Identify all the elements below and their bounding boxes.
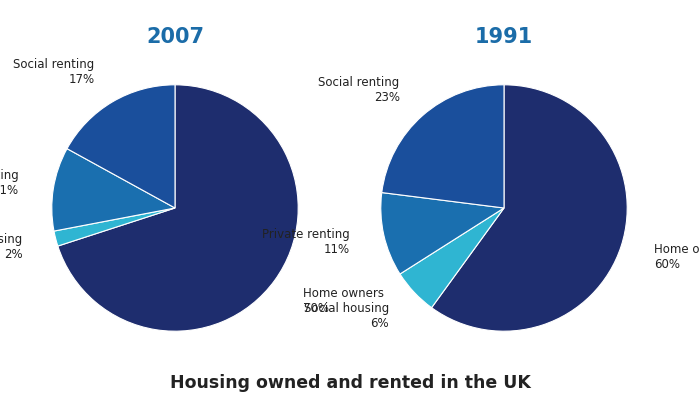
- Wedge shape: [67, 85, 175, 208]
- Wedge shape: [381, 192, 504, 274]
- Title: 1991: 1991: [475, 27, 533, 47]
- Text: Housing owned and rented in the UK: Housing owned and rented in the UK: [169, 374, 531, 392]
- Title: 2007: 2007: [146, 27, 204, 47]
- Text: Social renting
17%: Social renting 17%: [13, 58, 94, 86]
- Wedge shape: [432, 85, 627, 331]
- Text: Social renting
23%: Social renting 23%: [318, 76, 400, 104]
- Wedge shape: [52, 149, 175, 231]
- Wedge shape: [400, 208, 504, 308]
- Wedge shape: [58, 85, 298, 331]
- Wedge shape: [54, 208, 175, 246]
- Text: Home owners
70%: Home owners 70%: [302, 287, 384, 315]
- Text: Social housing
2%: Social housing 2%: [0, 233, 22, 261]
- Text: Private renting
11%: Private renting 11%: [0, 169, 19, 197]
- Text: Private renting
11%: Private renting 11%: [262, 228, 350, 256]
- Text: Social housing
6%: Social housing 6%: [304, 302, 389, 330]
- Wedge shape: [382, 85, 504, 208]
- Text: Home owners
60%: Home owners 60%: [654, 243, 700, 271]
